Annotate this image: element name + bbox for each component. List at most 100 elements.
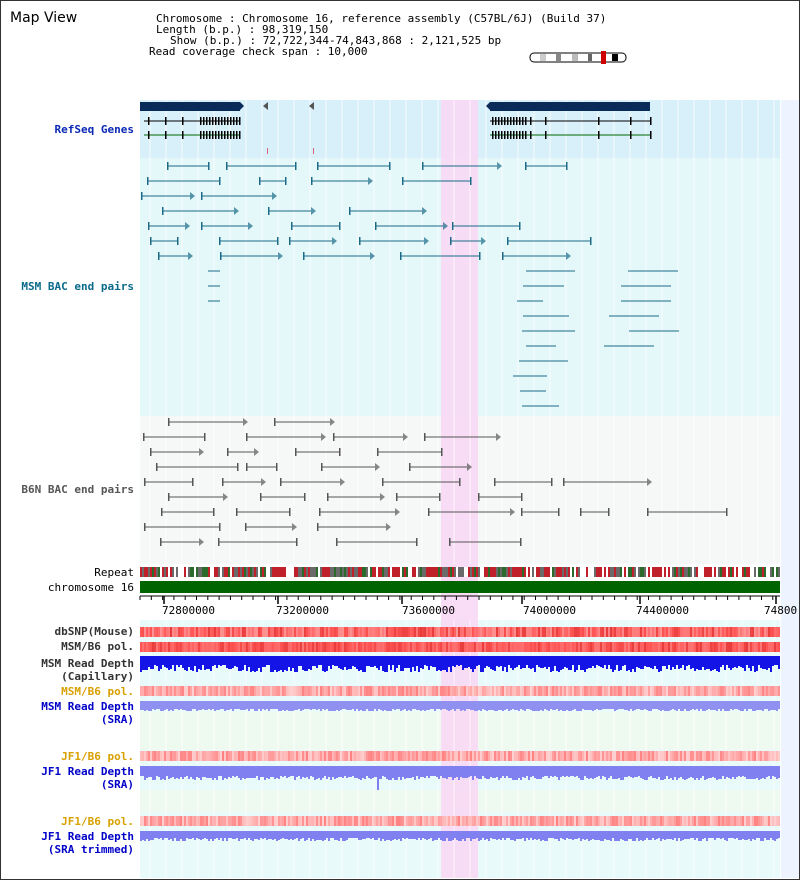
depth-bar bbox=[596, 701, 598, 709]
depth-bar bbox=[586, 701, 588, 710]
depth-bar bbox=[204, 656, 206, 670]
depth-bar bbox=[372, 766, 374, 778]
heat-cell bbox=[346, 686, 348, 696]
heat-cell bbox=[170, 686, 172, 696]
depth-bar bbox=[304, 766, 306, 778]
depth-bar bbox=[148, 701, 150, 711]
msm-bac-label[interactable]: MSM BAC end pairs bbox=[21, 280, 134, 293]
depth-bar bbox=[438, 766, 440, 779]
depth-bar bbox=[338, 701, 340, 711]
heat-cell bbox=[680, 751, 682, 761]
depth-bar bbox=[418, 766, 420, 779]
heat-cell bbox=[150, 642, 152, 652]
depth-bar bbox=[156, 766, 158, 776]
axis-tick-label: 72800000 bbox=[162, 604, 215, 617]
depth-bar bbox=[178, 701, 180, 710]
heat-cell bbox=[418, 642, 420, 652]
heat-cell bbox=[236, 627, 238, 637]
heat-cell bbox=[376, 627, 378, 637]
heat-cell bbox=[560, 816, 562, 826]
refseq-genes-label[interactable]: RefSeq Genes bbox=[54, 123, 134, 136]
heat-cell bbox=[484, 816, 486, 826]
bac-end bbox=[424, 433, 426, 441]
heat-cell bbox=[458, 816, 460, 826]
depth-bar bbox=[554, 766, 556, 776]
depth-bar bbox=[148, 831, 150, 841]
bac-end bbox=[289, 508, 291, 516]
bac-end bbox=[143, 433, 145, 441]
heat-cell bbox=[726, 751, 728, 761]
heat-cell bbox=[516, 642, 518, 652]
depth-bar bbox=[282, 656, 284, 672]
bac-end bbox=[441, 448, 443, 456]
repeat-element bbox=[250, 567, 252, 577]
heat-cell bbox=[558, 686, 560, 696]
depth-bar bbox=[166, 701, 168, 709]
heat-cell bbox=[654, 751, 656, 761]
depth-bar bbox=[520, 766, 522, 780]
depth-bar bbox=[440, 656, 442, 671]
heat-cell bbox=[144, 816, 146, 826]
heat-cell bbox=[410, 751, 412, 761]
heat-cell bbox=[482, 686, 484, 696]
heat-cell bbox=[142, 627, 144, 637]
repeat-element bbox=[438, 567, 440, 577]
depth-bar bbox=[752, 701, 754, 711]
depth-bar bbox=[300, 656, 302, 666]
exon bbox=[545, 117, 547, 125]
heat-cell bbox=[446, 686, 448, 696]
heat-cell bbox=[266, 627, 268, 637]
heat-cell bbox=[268, 751, 270, 761]
heat-cell bbox=[232, 751, 234, 761]
depth-bar bbox=[604, 831, 606, 839]
depth-bar bbox=[498, 656, 500, 667]
b6n-bac-label[interactable]: B6N BAC end pairs bbox=[21, 483, 134, 496]
depth-bar bbox=[158, 831, 160, 839]
depth-bar bbox=[706, 701, 708, 710]
depth-bar bbox=[256, 656, 258, 671]
depth-bar bbox=[292, 831, 294, 840]
depth-bar bbox=[692, 656, 694, 668]
bac-end bbox=[160, 538, 162, 546]
heat-cell bbox=[726, 627, 728, 637]
depth-bar bbox=[534, 766, 536, 778]
depth-bar bbox=[260, 656, 262, 672]
heat-cell bbox=[354, 751, 356, 761]
heat-cell bbox=[420, 686, 422, 696]
depth-bar bbox=[528, 831, 530, 840]
heat-cell bbox=[308, 686, 310, 696]
depth-bar bbox=[354, 656, 356, 667]
repeat-element bbox=[528, 567, 530, 577]
depth-bar bbox=[510, 656, 512, 668]
repeat-element bbox=[632, 567, 634, 577]
depth-bar bbox=[406, 766, 408, 778]
depth-bar bbox=[612, 831, 614, 838]
heat-cell bbox=[332, 642, 334, 652]
depth-bar bbox=[472, 831, 474, 839]
heat-cell bbox=[352, 751, 354, 761]
heat-cell bbox=[140, 751, 142, 761]
heat-cell bbox=[344, 627, 346, 637]
heat-cell bbox=[582, 642, 584, 652]
heat-cell bbox=[244, 642, 246, 652]
exon bbox=[239, 117, 241, 125]
depth-bar bbox=[606, 831, 608, 840]
heat-cell bbox=[750, 686, 752, 696]
heat-cell bbox=[222, 642, 224, 652]
heat-cell bbox=[148, 686, 150, 696]
bac-end bbox=[327, 493, 329, 501]
bac-end bbox=[580, 508, 582, 516]
heat-cell bbox=[224, 627, 226, 637]
heat-cell bbox=[556, 642, 558, 652]
heat-cell bbox=[672, 642, 674, 652]
depth-bar bbox=[268, 766, 270, 779]
repeat-element bbox=[664, 567, 666, 577]
heat-cell bbox=[732, 642, 734, 652]
depth-bar bbox=[336, 656, 338, 666]
depth-bar bbox=[262, 766, 264, 777]
heat-cell bbox=[774, 816, 776, 826]
exon bbox=[522, 131, 524, 139]
heat-cell bbox=[316, 751, 318, 761]
heat-cell bbox=[690, 751, 692, 761]
